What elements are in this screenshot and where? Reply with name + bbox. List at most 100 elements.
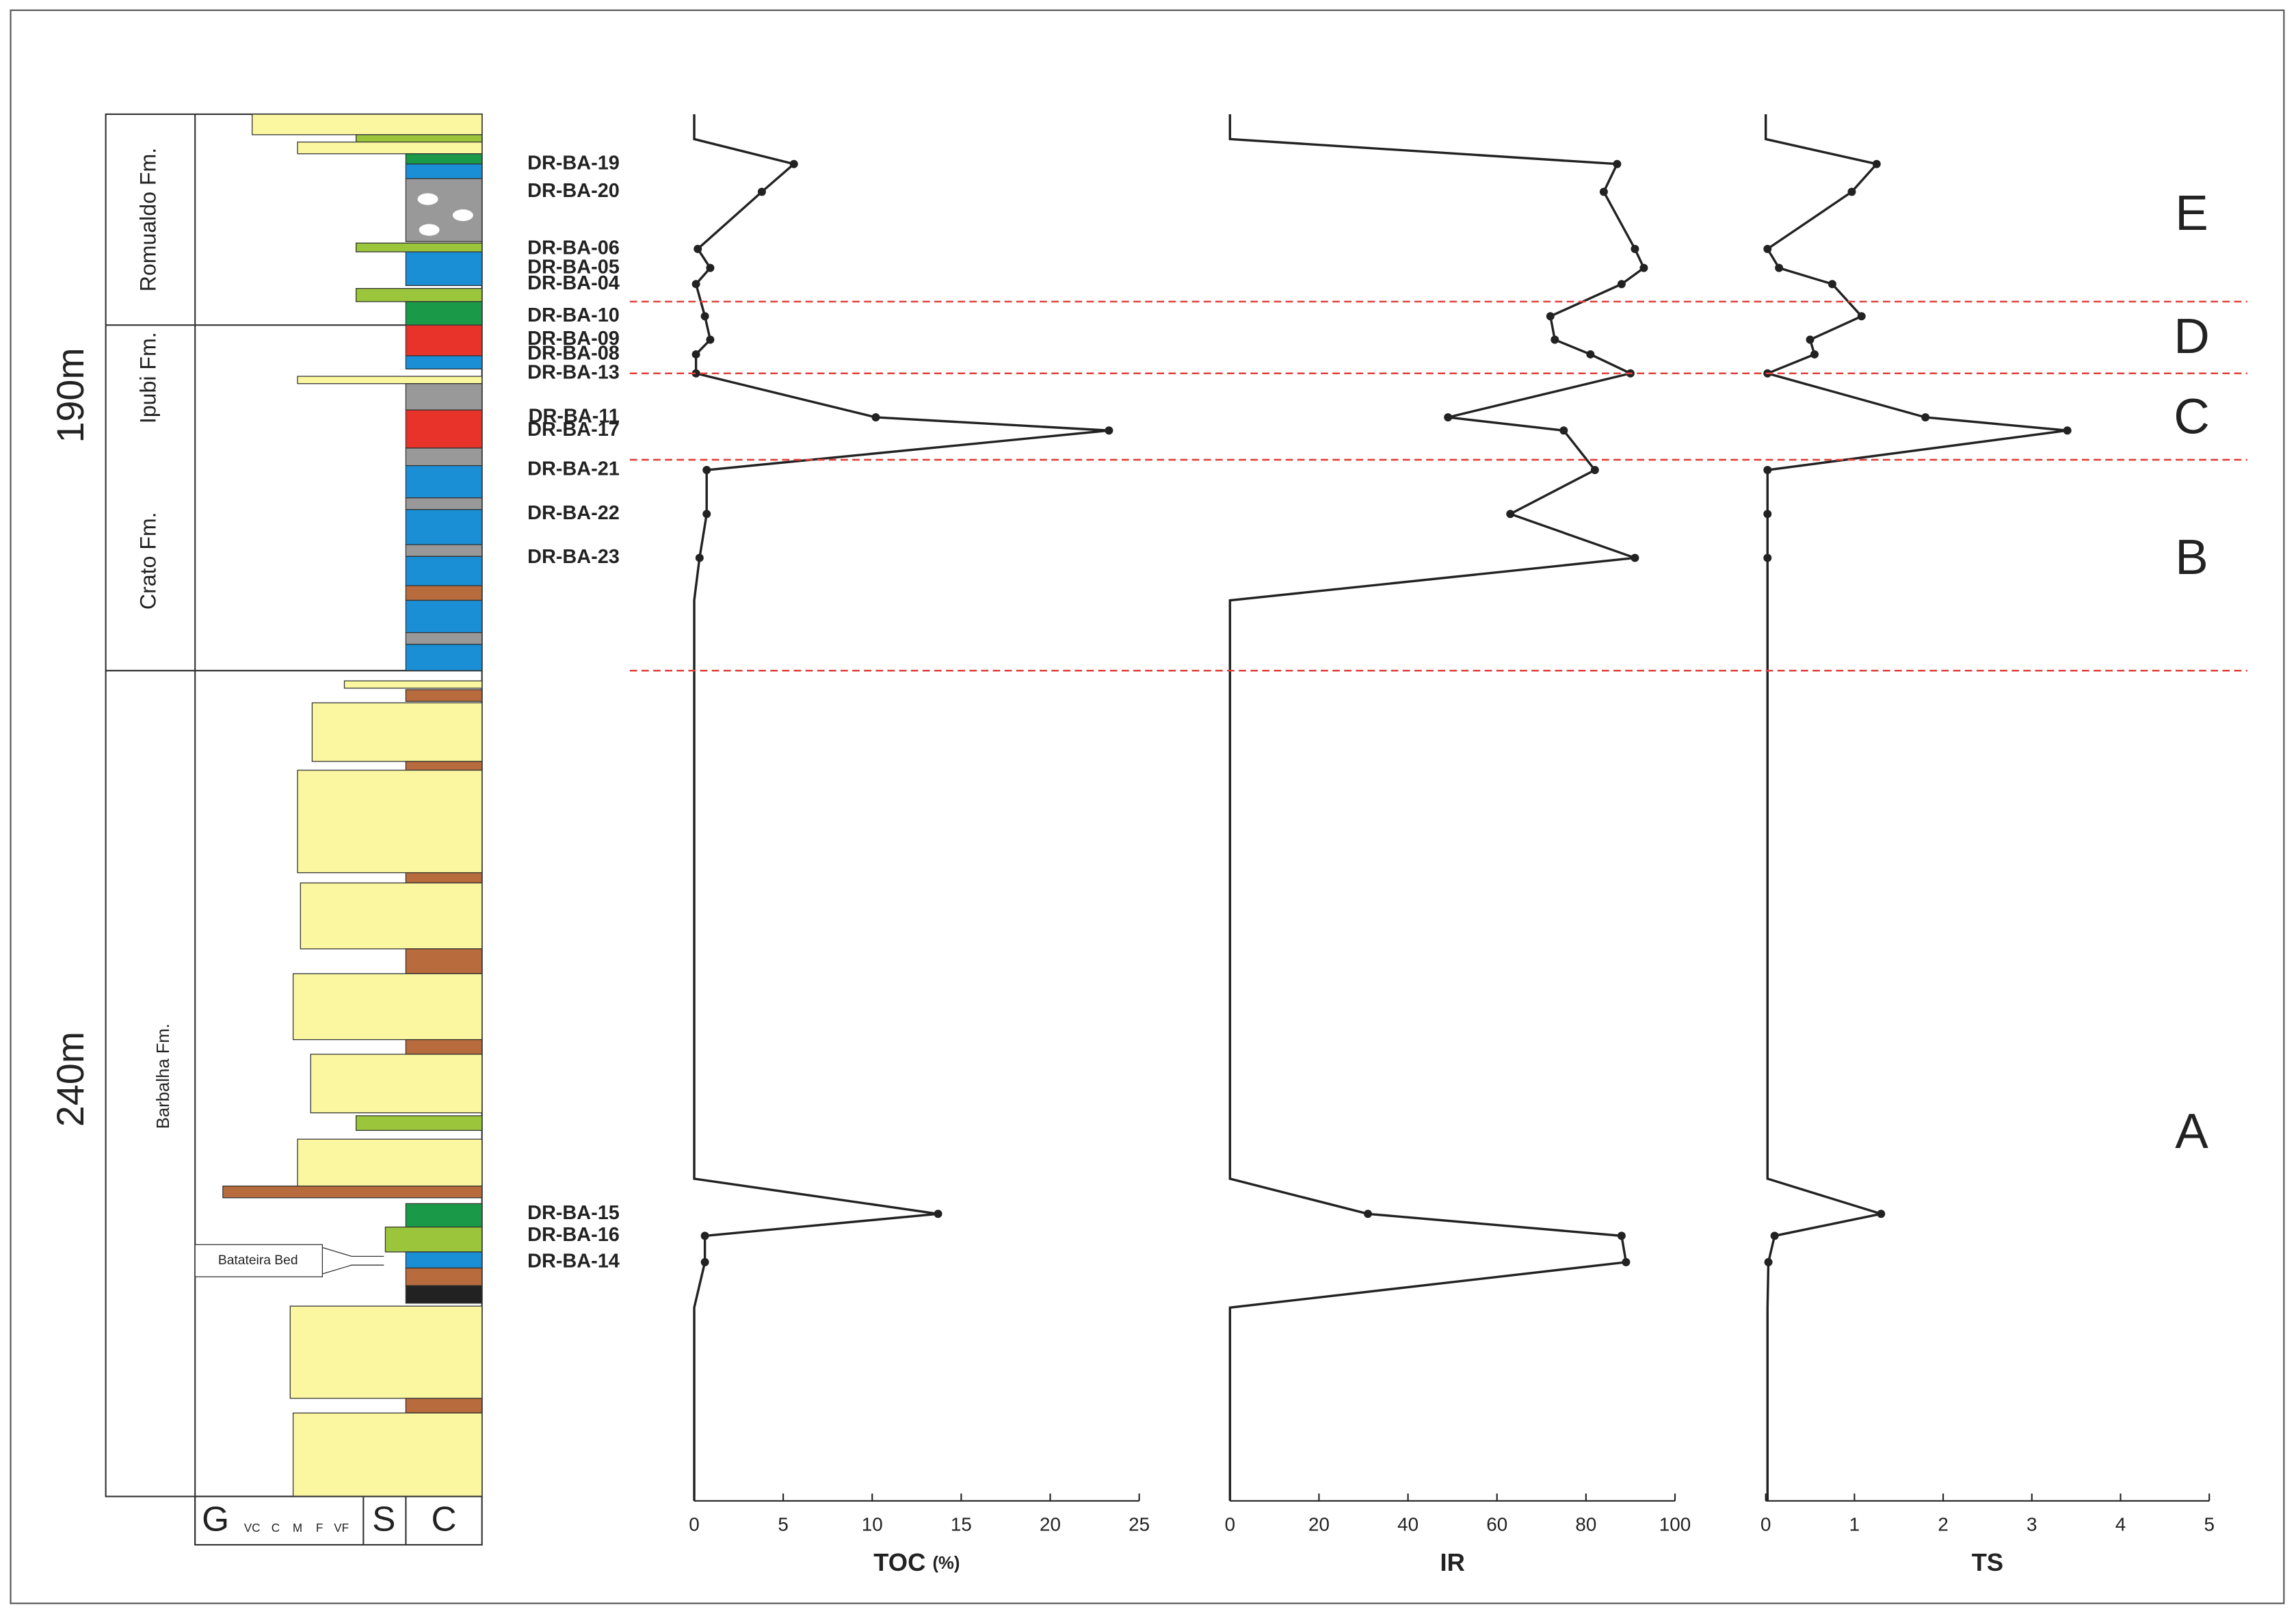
- limestone-bed: [405, 251, 483, 286]
- grain-size-label: S: [372, 1499, 395, 1538]
- data-point: [706, 263, 715, 272]
- sand-bed: [297, 1138, 483, 1187]
- data-point: [1857, 312, 1866, 321]
- formation-label: Romualdo Fm.: [135, 148, 160, 291]
- data-line: [1228, 114, 1646, 1501]
- axis-title: TS: [1972, 1548, 2003, 1576]
- sample-label: DR-BA-15: [527, 1202, 620, 1224]
- x-tick-label: 5: [2204, 1514, 2214, 1535]
- data-point: [1586, 350, 1595, 358]
- grain-size-label: VC: [244, 1522, 261, 1535]
- mudstone-bed: [405, 948, 483, 974]
- mudstone-bed: [405, 1398, 483, 1414]
- sample-label: DR-BA-13: [527, 361, 620, 383]
- zone-label: B: [2175, 530, 2208, 585]
- data-point: [1763, 244, 1772, 253]
- x-tick-label: 15: [951, 1514, 972, 1535]
- frame: [10, 9, 2285, 1604]
- shale-bed: [405, 631, 483, 645]
- data-point: [695, 553, 704, 562]
- x-tick-label: 0: [1225, 1514, 1235, 1535]
- shale-nodules: [405, 178, 483, 242]
- data-point: [1631, 553, 1639, 562]
- data-point: [1639, 263, 1648, 272]
- sand-bed: [297, 141, 483, 155]
- mudstone-bed: [405, 761, 483, 771]
- data-point: [702, 466, 711, 475]
- limestone-bed: [405, 1251, 483, 1269]
- x-tick-label: 3: [2027, 1514, 2037, 1535]
- sample-label: DR-BA-17: [527, 419, 620, 441]
- axis-title-unit: (%): [932, 1554, 960, 1573]
- data-point: [1770, 1231, 1779, 1240]
- x-tick-label: 100: [1659, 1514, 1691, 1535]
- sample-label: DR-BA-04: [527, 272, 620, 294]
- bed-pointer: [322, 1247, 384, 1257]
- sand-bed: [311, 702, 483, 762]
- sand-bed: [297, 770, 483, 874]
- marl-bed: [355, 1115, 483, 1131]
- bed-label: Batateira Bed: [218, 1253, 298, 1268]
- sample-label: DR-BA-19: [527, 152, 620, 174]
- data-point: [1921, 413, 1930, 421]
- black-shale-bed: [405, 1285, 483, 1304]
- limestone-bed: [405, 509, 483, 545]
- grain-size-label: G: [202, 1499, 229, 1538]
- sample-label: DR-BA-23: [527, 546, 620, 568]
- data-point: [1872, 159, 1881, 168]
- data-point: [1105, 426, 1113, 435]
- x-tick-label: 10: [862, 1514, 883, 1535]
- data-point: [1622, 1257, 1631, 1266]
- data-point: [1763, 466, 1772, 475]
- data-point: [871, 413, 880, 421]
- sample-label: DR-BA-05: [527, 256, 620, 278]
- data-line: [1763, 114, 2068, 1501]
- mudstone-bed: [405, 1039, 483, 1055]
- mudstone-bed: [405, 689, 483, 702]
- shale-bed: [405, 497, 483, 510]
- zone-label: D: [2174, 309, 2210, 364]
- sand-bed: [289, 1305, 483, 1399]
- data-point: [706, 335, 715, 344]
- axis-title-name: IR: [1440, 1548, 1464, 1576]
- zone-label: C: [2174, 389, 2210, 444]
- data-point: [757, 187, 766, 196]
- data-point: [691, 280, 700, 289]
- shale-bed: [405, 301, 483, 326]
- sand-bed: [292, 1412, 483, 1497]
- sand-bed: [343, 680, 483, 689]
- grain-size-label: VF: [334, 1522, 349, 1535]
- sample-label: DR-BA-06: [527, 237, 620, 259]
- mudstone-bed: [405, 872, 483, 884]
- data-point: [1599, 187, 1608, 196]
- data-point: [1763, 553, 1772, 562]
- axis-title-name: TS: [1972, 1548, 2003, 1576]
- data-point: [1806, 335, 1815, 344]
- shale-bed: [405, 383, 483, 410]
- sample-label: DR-BA-10: [527, 304, 620, 326]
- sample-label: DR-BA-20: [527, 180, 620, 202]
- x-tick-label: 4: [2115, 1514, 2126, 1535]
- mudstone-bed: [405, 585, 483, 601]
- data-point: [694, 244, 702, 253]
- axis-title: IR: [1440, 1548, 1464, 1576]
- limestone-bed: [405, 644, 483, 671]
- data-point: [1763, 510, 1772, 519]
- nodule: [419, 224, 440, 236]
- data-line: [693, 114, 1109, 1501]
- sand-bed: [300, 882, 483, 950]
- marl-bed: [355, 287, 483, 302]
- data-point: [1775, 263, 1784, 272]
- sand-bed: [310, 1054, 483, 1114]
- shale-bed: [405, 447, 483, 467]
- axis-title: TOC (%): [873, 1548, 960, 1576]
- grain-size-box: [194, 1496, 483, 1546]
- grain-size-label: F: [316, 1522, 323, 1535]
- limestone-bed: [405, 599, 483, 634]
- data-point: [1444, 413, 1453, 421]
- x-tick-label: 1: [1849, 1514, 1860, 1535]
- x-tick-label: 60: [1486, 1514, 1507, 1535]
- gypsum-bed: [405, 324, 483, 356]
- sample-label: DR-BA-08: [527, 343, 620, 365]
- data-point: [1590, 466, 1599, 475]
